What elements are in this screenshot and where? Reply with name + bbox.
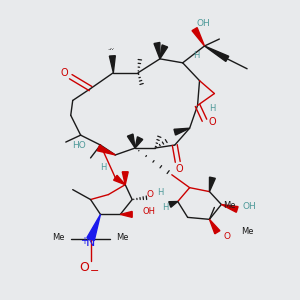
Text: −: − <box>90 266 99 276</box>
Polygon shape <box>120 212 132 218</box>
Polygon shape <box>97 145 115 155</box>
Polygon shape <box>174 128 190 135</box>
Text: N: N <box>86 236 95 249</box>
Polygon shape <box>192 28 205 46</box>
Text: H: H <box>157 188 163 197</box>
Text: O: O <box>146 190 154 199</box>
Text: O: O <box>208 117 216 127</box>
Polygon shape <box>114 175 125 185</box>
Polygon shape <box>205 46 229 62</box>
Polygon shape <box>122 172 128 185</box>
Polygon shape <box>160 45 168 59</box>
Text: H: H <box>194 51 200 60</box>
Polygon shape <box>209 177 215 192</box>
Polygon shape <box>169 202 178 207</box>
Text: ···: ··· <box>107 47 114 53</box>
Text: OH: OH <box>142 207 155 216</box>
Text: O: O <box>80 261 89 274</box>
Text: ···: ··· <box>110 46 115 51</box>
Polygon shape <box>110 56 115 73</box>
Polygon shape <box>221 205 238 212</box>
Text: H: H <box>162 203 168 212</box>
Text: O: O <box>224 232 231 241</box>
Polygon shape <box>209 219 220 234</box>
Polygon shape <box>128 134 135 148</box>
Polygon shape <box>87 214 101 241</box>
Text: H: H <box>209 104 216 113</box>
Polygon shape <box>154 43 160 59</box>
Polygon shape <box>135 137 143 148</box>
Text: OH: OH <box>196 19 210 28</box>
Text: O: O <box>176 164 184 174</box>
Text: Me: Me <box>223 201 236 210</box>
Text: H: H <box>100 163 106 172</box>
Text: Me: Me <box>241 227 254 236</box>
Text: OH: OH <box>242 202 256 211</box>
Text: +: + <box>80 236 88 246</box>
Text: Me: Me <box>116 233 128 242</box>
Text: HO: HO <box>72 140 86 149</box>
Text: O: O <box>61 68 69 78</box>
Text: Me: Me <box>52 233 65 242</box>
